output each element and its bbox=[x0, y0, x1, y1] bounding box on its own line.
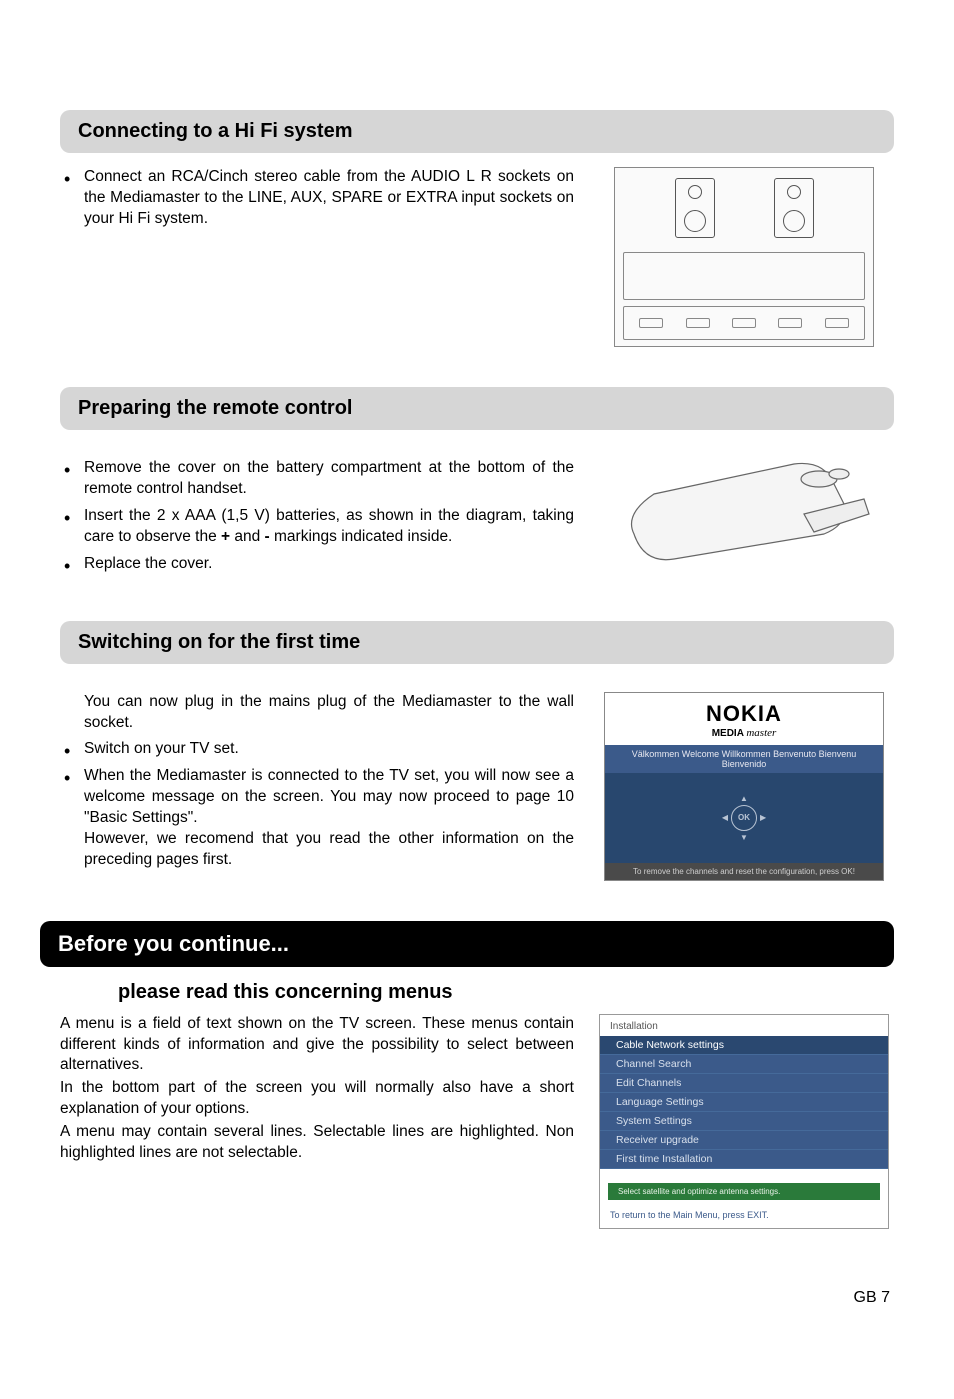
nokia-screen-box: NOKIA MEDIA master Välkommen Welcome Wil… bbox=[604, 692, 884, 881]
nokia-footer-text: To remove the channels and reset the con… bbox=[605, 863, 883, 880]
remote-text: Remove the cover on the battery compartm… bbox=[60, 444, 574, 581]
firsttime-row: You can now plug in the mains plug of th… bbox=[60, 678, 894, 881]
firsttime-para2: However, we recomend that you read the o… bbox=[84, 829, 574, 871]
firsttime-bullet-1: Switch on your TV set. bbox=[60, 739, 574, 760]
menu-item: Edit Channels bbox=[600, 1074, 888, 1093]
ok-icon: OK bbox=[731, 805, 757, 831]
nokia-screen: NOKIA MEDIA master Välkommen Welcome Wil… bbox=[594, 678, 894, 881]
remote-bullet-1: Remove the cover on the battery compartm… bbox=[60, 458, 574, 500]
remote-bullet-3: Replace the cover. bbox=[60, 554, 574, 575]
nokia-sub: MEDIA master bbox=[605, 727, 883, 745]
menu-exit: To return to the Main Menu, press EXIT. bbox=[600, 1206, 888, 1228]
menu-hint: Select satellite and optimize antenna se… bbox=[608, 1183, 880, 1200]
nokia-mid: ▲ ◀ OK ▶ ▼ bbox=[605, 773, 883, 863]
remote-b2-mid: and bbox=[230, 528, 264, 545]
nokia-lang-1: Välkommen Welcome Willkommen Benvenuto B… bbox=[607, 749, 881, 759]
before-para1: A menu is a field of text shown on the T… bbox=[60, 1014, 574, 1077]
before-text: A menu is a field of text shown on the T… bbox=[60, 1014, 574, 1229]
menu-item: System Settings bbox=[600, 1112, 888, 1131]
menu-list: Cable Network settingsChannel SearchEdit… bbox=[600, 1036, 888, 1169]
remote-b2-b: markings indicated inside. bbox=[270, 528, 453, 545]
menu-item: Cable Network settings bbox=[600, 1036, 888, 1055]
remote-b2-plus: + bbox=[221, 528, 230, 545]
remote-bullet-2: Insert the 2 x AAA (1,5 V) batteries, as… bbox=[60, 506, 574, 548]
nokia-lang-2: Bienvenido bbox=[607, 759, 881, 769]
remote-svg-icon bbox=[614, 444, 874, 574]
firsttime-bullet-2: When the Mediamaster is connected to the… bbox=[60, 766, 574, 871]
hifi-text: Connect an RCA/Cinch stereo cable from t… bbox=[60, 167, 574, 347]
section-header-hifi: Connecting to a Hi Fi system bbox=[60, 110, 894, 153]
menu-item: Channel Search bbox=[600, 1055, 888, 1074]
section-header-remote: Preparing the remote control bbox=[60, 387, 894, 430]
remote-row: Remove the cover on the battery compartm… bbox=[60, 444, 894, 581]
page-footer: GB 7 bbox=[60, 1289, 894, 1307]
firsttime-b2-text: When the Mediamaster is connected to the… bbox=[84, 767, 574, 826]
menu-item: Language Settings bbox=[600, 1093, 888, 1112]
nokia-logo: NOKIA bbox=[605, 693, 883, 727]
menu-screen: Installation Cable Network settingsChann… bbox=[594, 1014, 894, 1229]
hifi-diagram bbox=[594, 167, 894, 347]
before-row: A menu is a field of text shown on the T… bbox=[60, 1014, 894, 1229]
nokia-sub-a: MEDIA bbox=[712, 728, 747, 739]
menu-title: Installation bbox=[600, 1015, 888, 1036]
menu-box: Installation Cable Network settingsChann… bbox=[599, 1014, 889, 1229]
hifi-diagram-box bbox=[614, 167, 874, 347]
hifi-row: Connect an RCA/Cinch stereo cable from t… bbox=[60, 167, 894, 347]
section-header-before: Before you continue... bbox=[40, 921, 894, 967]
remote-diagram bbox=[594, 444, 894, 581]
before-para2: In the bottom part of the screen you wil… bbox=[60, 1078, 574, 1120]
menu-item: First time Installation bbox=[600, 1150, 888, 1169]
section-header-firsttime: Switching on for the first time bbox=[60, 621, 894, 664]
hifi-bullet-1: Connect an RCA/Cinch stereo cable from t… bbox=[60, 167, 574, 230]
before-subheader: please read this concerning menus bbox=[60, 981, 894, 1004]
nokia-sub-b: master bbox=[746, 727, 776, 739]
firsttime-text: You can now plug in the mains plug of th… bbox=[60, 678, 574, 881]
menu-item: Receiver upgrade bbox=[600, 1131, 888, 1150]
nokia-lang: Välkommen Welcome Willkommen Benvenuto B… bbox=[605, 745, 883, 773]
before-para3: A menu may contain several lines. Select… bbox=[60, 1122, 574, 1164]
firsttime-para1: You can now plug in the mains plug of th… bbox=[60, 692, 574, 734]
